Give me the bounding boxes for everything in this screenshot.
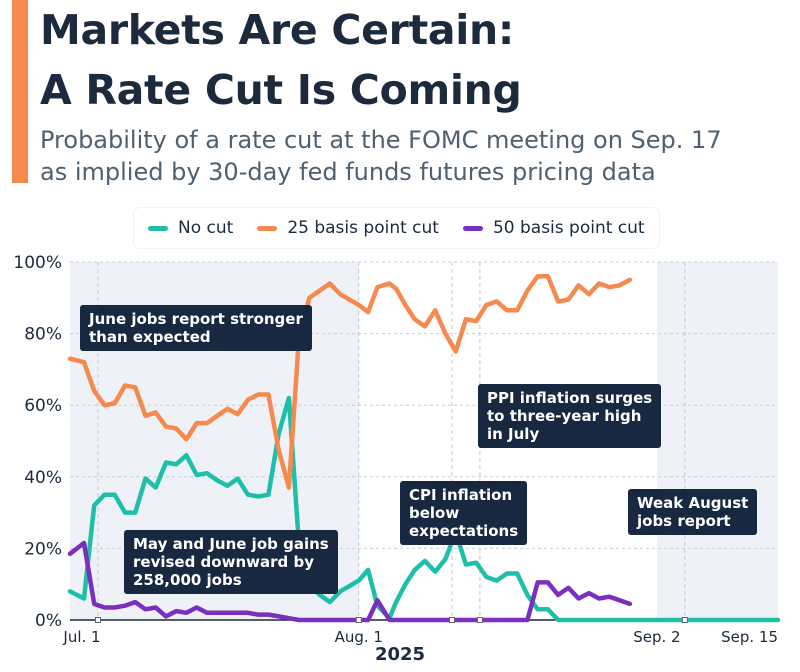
series-line-1 — [67, 274, 633, 490]
x-tick-label: Sep. 2 — [633, 628, 680, 646]
legend-item-50bp: 50 basis point cut — [462, 218, 645, 238]
annotation-text: PPI inflation surges — [487, 389, 653, 407]
legend-item-no-cut: No cut — [148, 218, 233, 238]
legend-label-25bp: 25 basis point cut — [287, 218, 439, 238]
annotation-box-1: May and June job gains revised downward b… — [124, 530, 338, 594]
annotation-text: 258,000 jobs — [133, 571, 242, 589]
event-marker-3 — [476, 617, 483, 623]
event-marker-4 — [681, 617, 688, 623]
y-tick-label: 20% — [24, 539, 62, 559]
legend-swatch-25bp — [257, 225, 278, 231]
title-line-1: Markets Are Certain: — [40, 6, 514, 54]
legend-label-no-cut: No cut — [178, 218, 234, 238]
y-tick-label: 100% — [13, 253, 62, 273]
annotation-text: revised downward by — [133, 553, 314, 571]
chart-subtitle: Probability of a rate cut at the FOMC me… — [40, 124, 790, 188]
subtitle-line-2: as implied by 30-day fed funds futures p… — [40, 158, 656, 186]
legend-swatch-50bp — [462, 225, 483, 231]
y-tick-label: 80% — [24, 325, 62, 345]
legend: No cut 25 basis point cut 50 basis point… — [134, 208, 659, 248]
legend-swatch-no-cut — [148, 225, 168, 231]
x-tick-label: Sep. 15 — [721, 628, 778, 646]
y-tick-label: 0% — [35, 611, 62, 631]
event-marker-1 — [355, 617, 362, 623]
annotation-text: CPI inflation — [409, 486, 513, 504]
annotation-box-0: June jobs report stronger than expected — [80, 305, 312, 351]
annotation-text: in July — [487, 425, 540, 443]
series-line-2 — [67, 540, 633, 623]
event-marker-0 — [94, 617, 101, 623]
y-tick-label: 60% — [24, 396, 62, 416]
x-axis-title: 2025 — [374, 644, 426, 665]
series-line-0 — [67, 395, 781, 623]
legend-item-25bp: 25 basis point cut — [257, 218, 439, 238]
y-tick-label: 40% — [24, 468, 62, 488]
accent-bar — [12, 0, 28, 183]
annotation-text: June jobs report stronger — [89, 310, 303, 328]
annotation-text: expectations — [409, 522, 519, 540]
annotation-text: than expected — [89, 328, 211, 346]
annotation-box-3: PPI inflation surges to three-year high in… — [478, 384, 662, 448]
title-block: Markets Are Certain: A Rate Cut Is Comin… — [40, 0, 790, 188]
annotation-text: May and June job gains — [133, 535, 329, 553]
annotation-text: Weak August — [637, 494, 749, 512]
event-marker-2 — [448, 617, 455, 623]
shaded-range-1 — [656, 262, 778, 620]
annotation-text: below — [409, 504, 460, 522]
x-tick-label: Aug. 1 — [335, 628, 383, 646]
x-tick-label: Jul. 1 — [62, 628, 100, 646]
annotation-text: jobs report — [637, 512, 731, 530]
annotation-box-2: CPI inflation below expectations — [400, 481, 528, 545]
title-line-2: A Rate Cut Is Coming — [40, 66, 522, 114]
annotation-text: to three-year high — [487, 407, 642, 425]
annotation-box-4: Weak August jobs report — [628, 489, 758, 535]
chart-title: Markets Are Certain: A Rate Cut Is Comin… — [40, 0, 790, 120]
subtitle-line-1: Probability of a rate cut at the FOMC me… — [40, 126, 722, 154]
legend-label-50bp: 50 basis point cut — [492, 218, 645, 238]
